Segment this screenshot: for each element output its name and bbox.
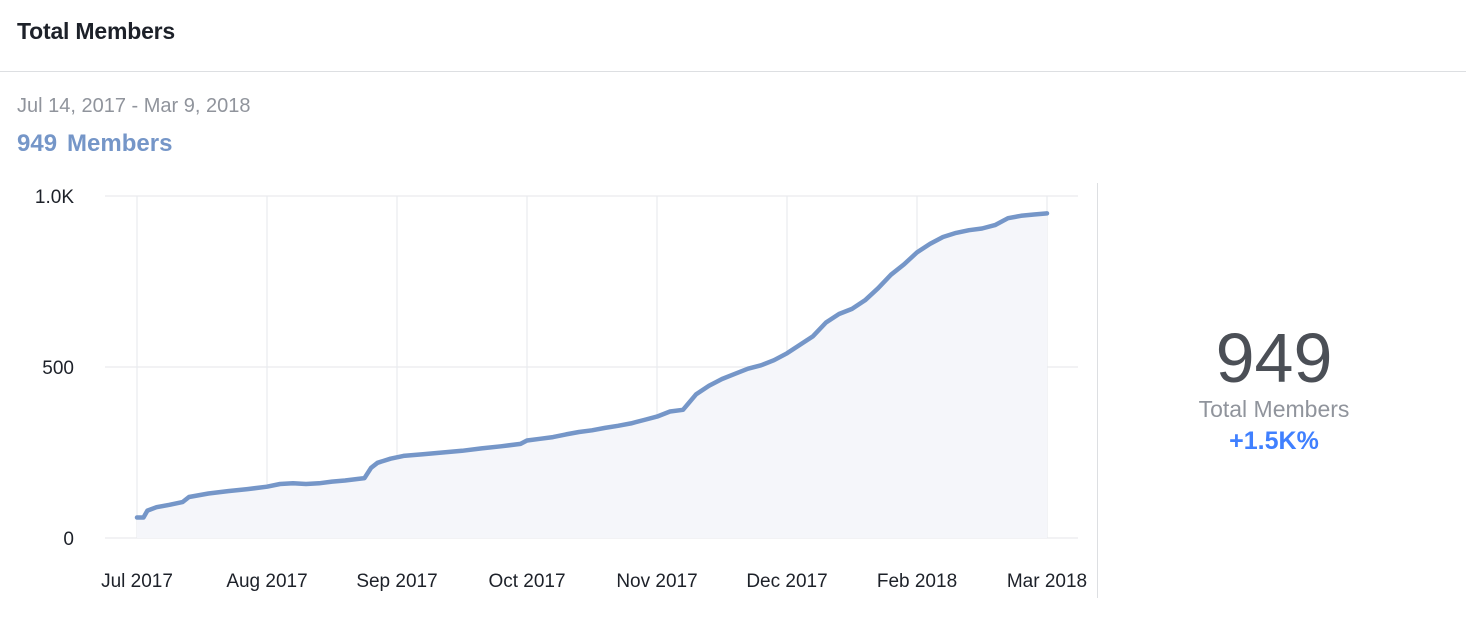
date-range-label: Jul 14, 2017 - Mar 9, 2018 [17, 95, 251, 117]
page-title: Total Members [17, 18, 176, 44]
chart-area-layer [137, 213, 1047, 538]
members-count: 949 [17, 130, 58, 157]
members-count-line: 949 Members [17, 130, 172, 158]
x-axis-ticks: Jul 2017 Aug 2017 Sep 2017 Oct 2017 Nov 2017… [101, 571, 1087, 592]
members-area-chart: 0 500 1.0K Jul 2017 Aug 2017 Sep 2017 Oct 201… [35, 187, 1087, 592]
y-tick-label: 500 [42, 358, 74, 379]
x-tick-label: Oct 2017 [488, 571, 565, 592]
x-tick-label: Aug 2017 [226, 571, 307, 592]
summary-change-badge: +1.5K% [1229, 427, 1319, 455]
summary-value: 949 [1215, 319, 1333, 397]
x-tick-label: Nov 2017 [616, 571, 697, 592]
series-line [134, 211, 1050, 520]
x-tick-label: Jul 2017 [101, 571, 173, 592]
y-tick-label: 1.0K [35, 187, 74, 208]
y-axis-ticks: 0 500 1.0K [35, 187, 74, 550]
x-tick-label: Feb 2018 [877, 571, 957, 592]
members-label: Members [67, 130, 173, 157]
x-tick-label: Sep 2017 [356, 571, 437, 592]
y-tick-label: 0 [63, 529, 74, 550]
summary-panel: 949 Total Members +1.5K% [1110, 318, 1438, 456]
x-tick-label: Dec 2017 [746, 571, 827, 592]
series-area-fill [137, 213, 1047, 538]
x-tick-label: Mar 2018 [1007, 571, 1087, 592]
chart-summary-divider [1097, 183, 1098, 598]
summary-label: Total Members [1198, 396, 1350, 422]
card-header: Total Members [0, 0, 1466, 72]
chart-line-layer [134, 211, 1050, 520]
